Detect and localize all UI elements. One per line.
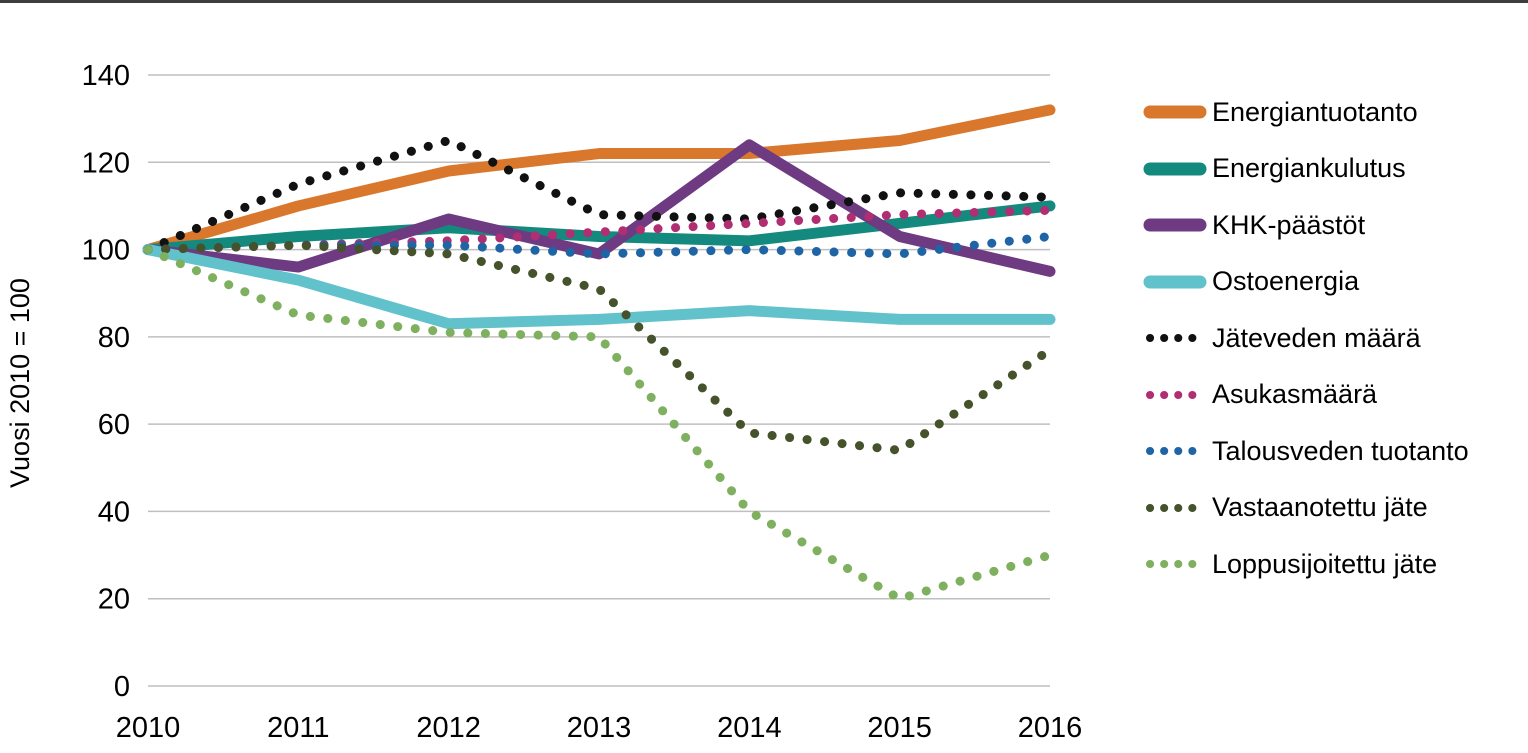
y-axis-tick-label: 20 (98, 584, 130, 616)
series-line-jateveden-maara (143, 135, 1055, 255)
legend: Energiantuotanto Energiankulutus KHK-pääst… (1143, 84, 1523, 593)
x-axis-tick-label: 2010 (116, 712, 181, 744)
top-border-line (0, 0, 1528, 3)
series-line-energiankulutus (142, 200, 1056, 256)
x-axis-tick-label: 2014 (717, 712, 782, 744)
y-axis-tick-label: 0 (114, 671, 130, 703)
legend-item-talousveden-tuotanto: Talousveden tuotanto (1143, 423, 1523, 480)
legend-swatch-energiantuotanto (1143, 105, 1207, 119)
legend-item-loppusijoitettu-jate: Loppusijoitettu jäte (1143, 536, 1523, 593)
y-axis-tick-label: 80 (98, 322, 130, 354)
legend-label: Energiankulutus (1212, 153, 1406, 184)
series-line-energiantuotanto (142, 104, 1056, 256)
y-axis-tick-label: 100 (82, 235, 130, 267)
y-axis-title: Vuosi 2010 = 100 (5, 278, 35, 488)
legend-item-jateveden-maara: Jäteveden määrä (1143, 310, 1523, 367)
legend-swatch-energiankulutus (1143, 162, 1207, 176)
legend-swatch-talousveden-tuotanto (1146, 447, 1204, 456)
legend-item-vastaanotettu-jate: Vastaanotettu jäte (1143, 480, 1523, 537)
legend-label: Vastaanotettu jäte (1212, 492, 1428, 523)
legend-label: Ostoenergia (1212, 266, 1360, 297)
legend-label: Loppusijoitettu jäte (1212, 548, 1438, 579)
legend-item-energiankulutus: Energiankulutus (1143, 141, 1523, 198)
legend-item-ostoenergia: Ostoenergia (1143, 254, 1523, 311)
y-axis-tick-label: 120 (82, 147, 130, 179)
x-axis-tick-label: 2011 (267, 712, 329, 744)
legend-label: Jäteveden määrä (1212, 322, 1421, 353)
legend-label: KHK-päästöt (1212, 209, 1366, 240)
x-axis-tick-label: 2012 (416, 712, 481, 744)
legend-swatch-loppusijoitettu-jate (1146, 560, 1204, 569)
series-line-ostoenergia (142, 244, 1056, 330)
y-axis-tick-label: 140 (82, 60, 130, 92)
legend-item-energiantuotanto: Energiantuotanto (1143, 84, 1523, 141)
legend-label: Talousveden tuotanto (1212, 435, 1469, 466)
legend-swatch-jateveden-maara (1146, 334, 1204, 343)
x-axis-tick-label: 2013 (567, 712, 632, 744)
series-line-khk-paastot (142, 139, 1056, 277)
y-axis-tick-label: 60 (98, 409, 130, 441)
series-line-vastaanotettu-jate (143, 240, 1055, 455)
legend-swatch-vastaanotettu-jate (1146, 503, 1204, 512)
legend-label: Energiantuotanto (1212, 96, 1418, 127)
y-axis-tick-label: 40 (98, 496, 130, 528)
x-axis-tick-label: 2015 (867, 712, 932, 744)
legend-item-asukasmaara: Asukasmäärä (1143, 367, 1523, 424)
legend-swatch-ostoenergia (1143, 275, 1207, 289)
legend-label: Asukasmäärä (1212, 379, 1378, 410)
series-line-asukasmaara (143, 205, 1055, 255)
legend-swatch-khk-paastot (1143, 218, 1207, 232)
legend-item-khk-paastot: KHK-päästöt (1143, 197, 1523, 254)
x-axis-tick-label: 2016 (1018, 712, 1083, 744)
legend-swatch-asukasmaara (1146, 390, 1204, 399)
